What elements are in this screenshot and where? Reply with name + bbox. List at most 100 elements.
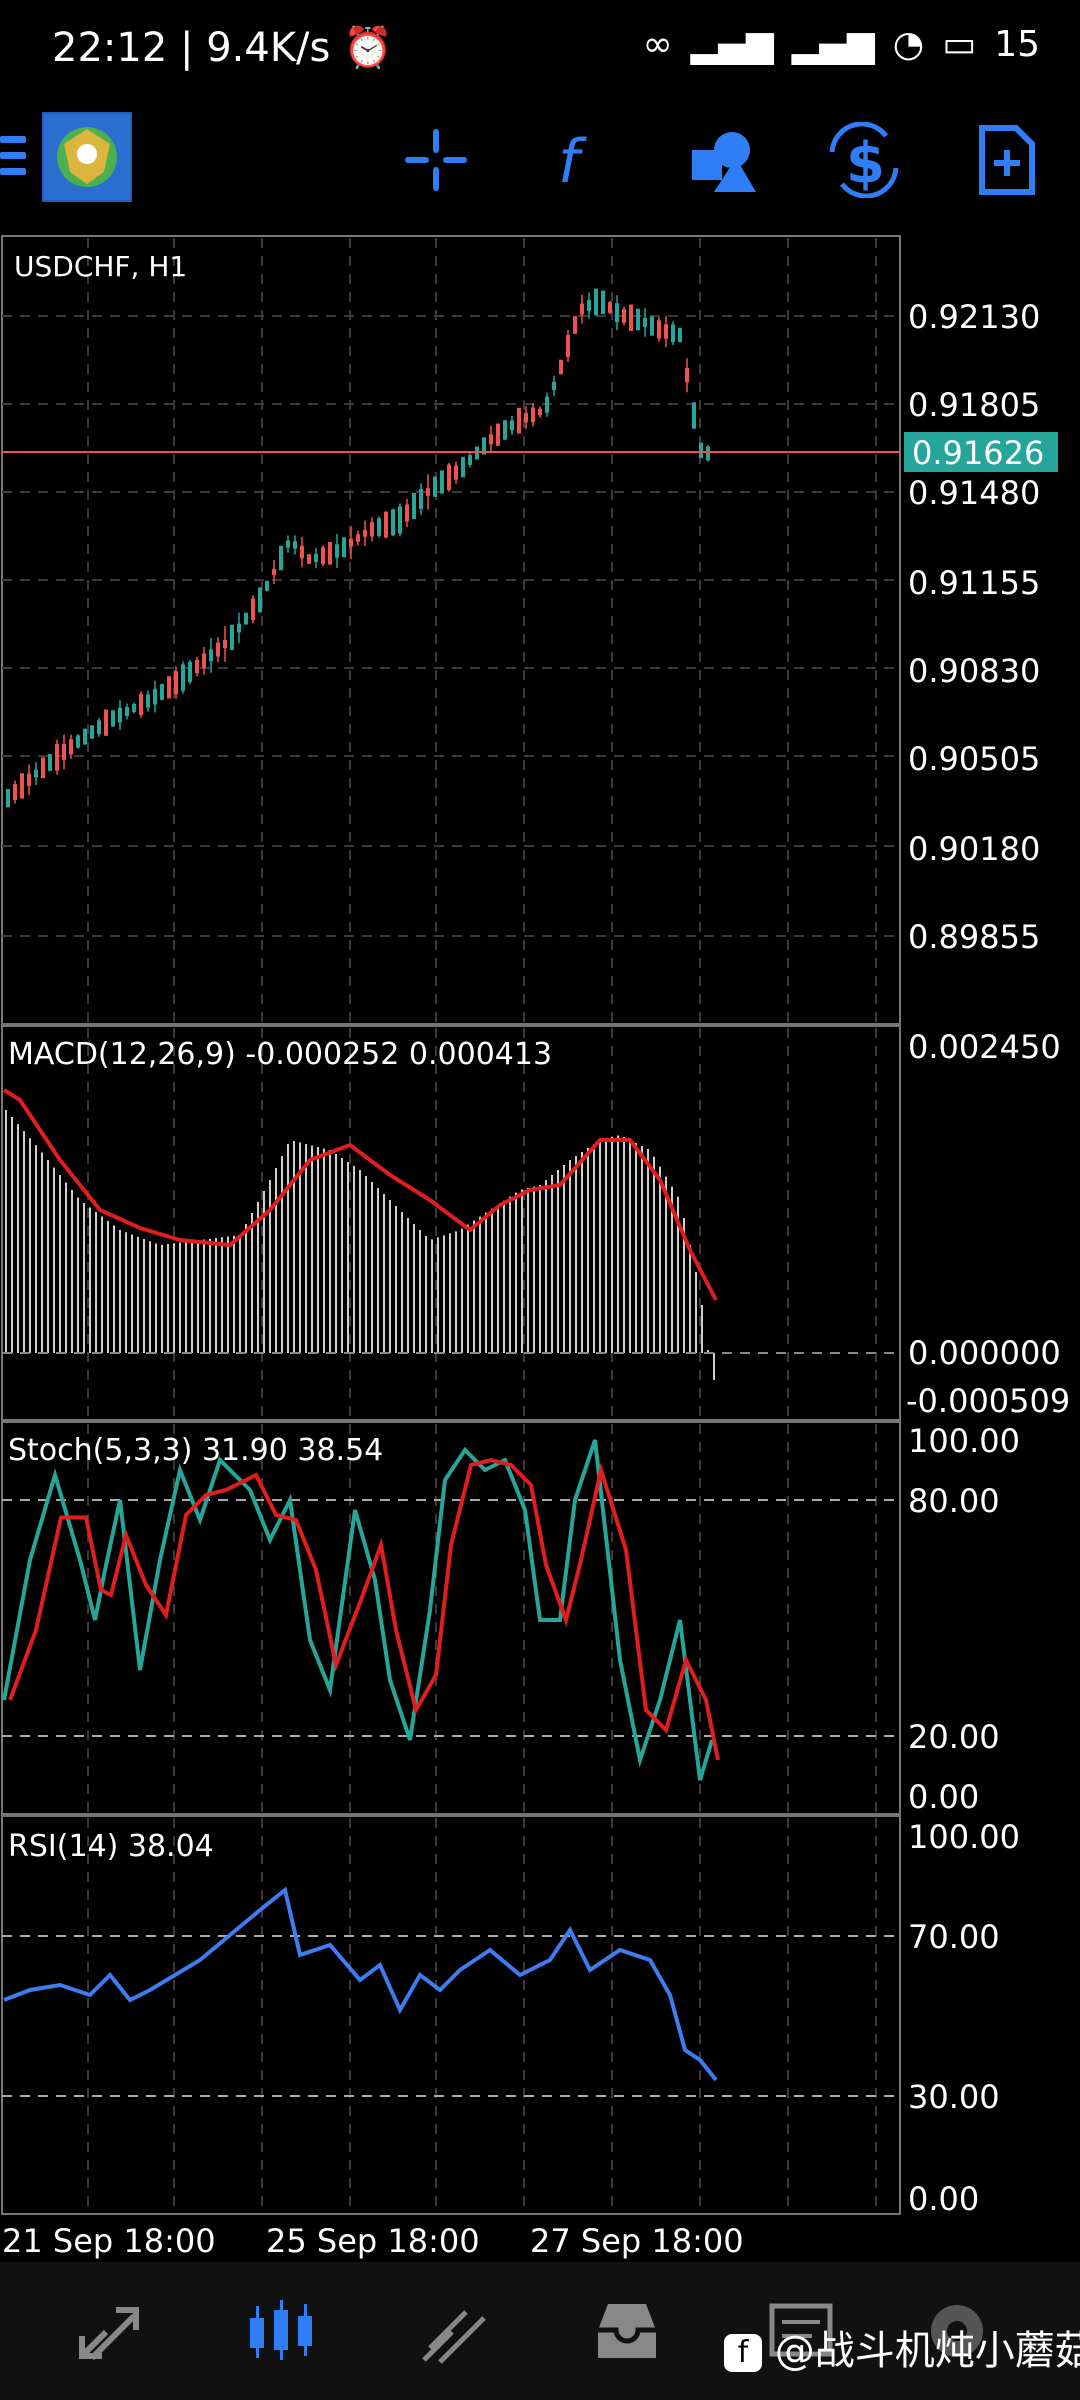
status-icons: ∞ ▂▄▆ ▂▄▆ ◔ ▭ 15: [643, 24, 1040, 65]
candle-body: [503, 420, 507, 440]
candle-body: [426, 488, 430, 496]
status-bar: 22:12 | 9.4K/s ⏰ ∞ ▂▄▆ ▂▄▆ ◔ ▭ 15: [0, 0, 1080, 100]
candle-body: [349, 538, 353, 547]
menu-icon[interactable]: [0, 136, 26, 176]
candle-body: [55, 743, 59, 771]
time-label-1: 21 Sep 18:00: [2, 2222, 216, 2260]
stoch-label: Stoch(5,3,3) 31.90 38.54: [8, 1433, 383, 1468]
trade-dollar-icon[interactable]: $: [826, 121, 902, 199]
candle-body: [132, 704, 136, 712]
app-logo[interactable]: [42, 112, 132, 202]
current-price-text: 0.91626: [912, 434, 1044, 472]
settings-icon[interactable]: [920, 2296, 994, 2366]
candle-body: [104, 709, 108, 736]
candle-body: [258, 587, 262, 613]
chart-area[interactable]: USDCHF, H1 0.92130 0.91805 0.91626 0.914…: [0, 230, 1080, 2270]
clock: 22:12: [52, 25, 168, 71]
candle-body: [13, 784, 17, 800]
macd-panel-frame: [1, 1025, 901, 1421]
quotes-icon[interactable]: [72, 2296, 146, 2366]
vpn-icon: ∞: [642, 24, 673, 65]
candle-body: [489, 434, 493, 445]
candle-body: [314, 554, 318, 562]
candle-body: [328, 542, 332, 565]
candle-body: [482, 437, 486, 455]
candle-body: [370, 522, 374, 537]
candle-body: [594, 288, 598, 316]
candle-body: [125, 707, 129, 716]
watermark-text: @战斗机炖小蘑菇: [774, 2328, 1080, 2374]
candle-body: [293, 541, 297, 549]
candle-body: [307, 554, 311, 564]
candle-body: [146, 694, 150, 708]
candle-body: [545, 396, 549, 413]
candle-body: [517, 407, 521, 434]
candle-body: [615, 303, 619, 323]
price-level-3: 0.91480: [908, 474, 1040, 512]
rsi-level-70: 70.00: [908, 1918, 1000, 1956]
candle-body: [83, 728, 87, 745]
candle-body: [188, 661, 192, 683]
candle-body: [538, 408, 542, 416]
candle-body: [69, 739, 73, 755]
candle-body: [181, 664, 185, 691]
stoch-level-80: 80.00: [908, 1482, 1000, 1520]
candle-body: [650, 316, 654, 336]
candle-body: [321, 547, 325, 564]
candle-body: [706, 446, 710, 461]
new-document-icon[interactable]: [968, 122, 1044, 198]
candle-body: [335, 544, 339, 558]
candle-body: [223, 640, 227, 648]
battery-level: 15: [994, 24, 1040, 65]
signal-icon: ▂▄▆: [690, 24, 774, 65]
wifi-icon: ◔: [892, 24, 925, 65]
macd-level-top: 0.002450: [908, 1028, 1061, 1066]
candle-body: [391, 509, 395, 536]
candle-body: [377, 518, 381, 536]
price-level-7: 0.90180: [908, 830, 1040, 868]
candle-body: [230, 624, 234, 650]
candle-body: [454, 465, 458, 480]
candle-body: [440, 470, 444, 494]
candle-body: [251, 598, 255, 621]
candle-body: [76, 735, 80, 748]
candle-body: [272, 568, 276, 576]
candle-body: [468, 455, 472, 465]
current-price-badge: [904, 432, 1058, 472]
candle-body: [587, 299, 591, 312]
history-icon[interactable]: [590, 2296, 664, 2366]
candle-body: [559, 359, 563, 375]
candle-body: [636, 308, 640, 331]
rsi-level-100: 100.00: [908, 1818, 1020, 1856]
candle-body: [692, 402, 696, 429]
objects-icon[interactable]: [684, 122, 760, 198]
stoch-main-line: [2, 1439, 714, 1781]
stoch-panel-frame: [1, 1421, 901, 1815]
candles: [6, 288, 710, 808]
messages-icon[interactable]: [764, 2296, 838, 2366]
candle-body: [20, 773, 24, 799]
trade-icon[interactable]: [418, 2296, 492, 2366]
watermark: f @战斗机炖小蘑菇: [724, 2318, 1080, 2376]
rsi-line: [3, 1886, 718, 2082]
bottom-navigation: [0, 2262, 1080, 2400]
candle-body: [237, 623, 241, 633]
candle-body: [496, 423, 500, 446]
indicator-f-icon[interactable]: f: [540, 122, 616, 198]
candle-body: [580, 303, 584, 315]
candle-body: [398, 506, 402, 534]
candle-body: [384, 511, 388, 538]
price-level-1: 0.92130: [908, 298, 1040, 336]
candle-body: [552, 381, 556, 391]
candle-body: [48, 754, 52, 771]
macd-signal-line: [2, 1088, 718, 1301]
candle-body: [405, 504, 409, 522]
candle-body: [209, 649, 213, 662]
chart-icon[interactable]: [244, 2296, 318, 2366]
candle-body: [6, 789, 10, 808]
candle-body: [265, 581, 269, 591]
chart-svg[interactable]: USDCHF, H1 0.92130 0.91805 0.91626 0.914…: [0, 230, 1080, 2270]
price-level-2: 0.91805: [908, 386, 1040, 424]
crosshair-icon[interactable]: [398, 122, 474, 198]
price-level-4: 0.91155: [908, 564, 1040, 602]
